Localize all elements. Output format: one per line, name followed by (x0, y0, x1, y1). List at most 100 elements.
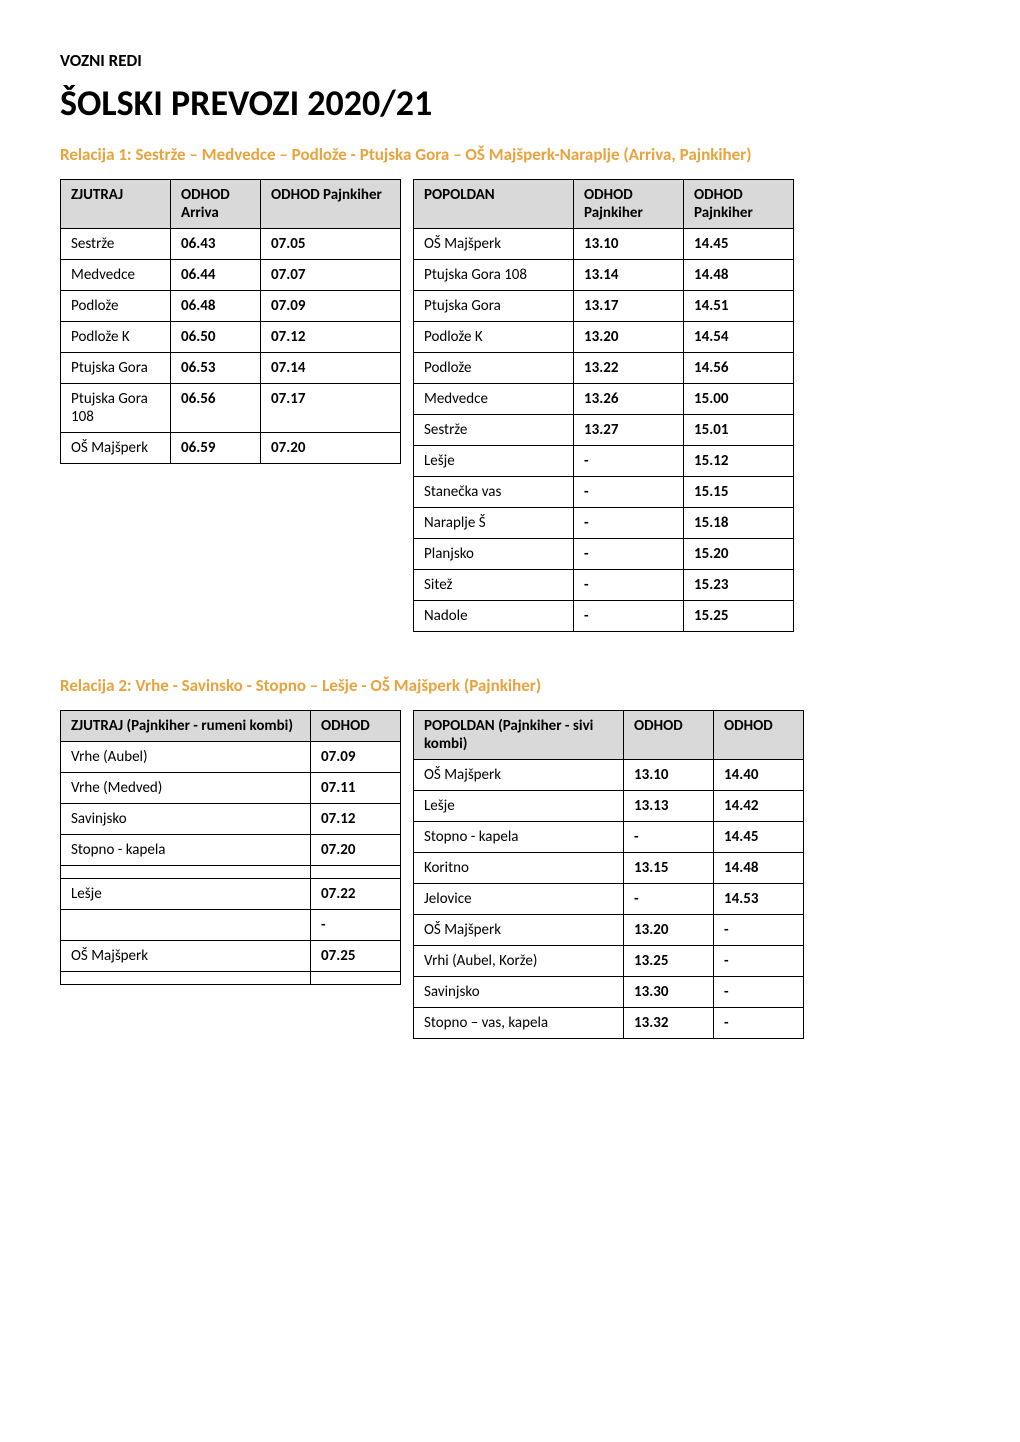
table-row: Ptujska Gora06.5307.14 (61, 352, 401, 383)
table-cell (61, 865, 311, 878)
table-cell: 06.53 (171, 352, 261, 383)
table-cell: 13.17 (574, 290, 684, 321)
relacija-1-left-table: ZJUTRAJODHOD ArrivaODHOD PajnkiherSestrž… (60, 179, 401, 464)
table-cell: 07.20 (261, 432, 401, 463)
table-cell: 13.20 (624, 914, 714, 945)
table-row: Stanečka vas-15.15 (414, 476, 794, 507)
table-row: Stopno – vas, kapela13.32- (414, 1007, 804, 1038)
table-cell: Vrhe (Medved) (61, 772, 311, 803)
table-cell: OŠ Majšperk (414, 759, 624, 790)
table-cell: 07.09 (311, 741, 401, 772)
table-cell: 15.25 (684, 600, 794, 631)
table-cell: Sestrže (61, 228, 171, 259)
table-cell: OŠ Majšperk (414, 914, 624, 945)
table-cell: 06.48 (171, 290, 261, 321)
table-cell: 13.20 (574, 321, 684, 352)
table-cell: 15.23 (684, 569, 794, 600)
table-row: Naraplje Š-15.18 (414, 507, 794, 538)
table-cell: 15.20 (684, 538, 794, 569)
table-row: OŠ Majšperk06.5907.20 (61, 432, 401, 463)
relacija-2-heading: Relacija 2: Vrhe - Savinsko - Stopno – L… (60, 674, 960, 698)
table-cell: 13.25 (624, 945, 714, 976)
table-row: Podlože K06.5007.12 (61, 321, 401, 352)
table-cell: 07.09 (261, 290, 401, 321)
table-cell: 15.12 (684, 445, 794, 476)
table-cell: 07.25 (311, 940, 401, 971)
table-cell: Podlože K (414, 321, 574, 352)
table-cell (311, 971, 401, 984)
table-cell: Sitež (414, 569, 574, 600)
relacija-1-right-table: POPOLDANODHOD PajnkiherODHOD PajnkiherOŠ… (413, 179, 794, 632)
table-row: Podlože13.2214.56 (414, 352, 794, 383)
table-cell: OŠ Majšperk (61, 432, 171, 463)
table-cell: Naraplje Š (414, 507, 574, 538)
table-cell: 06.56 (171, 383, 261, 432)
table-cell: Lešje (414, 445, 574, 476)
table-row: Lešje07.22 (61, 878, 401, 909)
table-cell: - (574, 600, 684, 631)
table-cell: 07.22 (311, 878, 401, 909)
table-cell: Planjsko (414, 538, 574, 569)
table-cell: 15.18 (684, 507, 794, 538)
table-cell: 07.11 (311, 772, 401, 803)
table-cell: 07.12 (311, 803, 401, 834)
table-cell: - (574, 538, 684, 569)
table-cell: 07.12 (261, 321, 401, 352)
table-cell: 14.48 (714, 852, 804, 883)
table-cell: 06.59 (171, 432, 261, 463)
table-cell: 14.45 (714, 821, 804, 852)
table-cell: Ptujska Gora (61, 352, 171, 383)
table-cell: Vrhe (Aubel) (61, 741, 311, 772)
table-row: Medvedce06.4407.07 (61, 259, 401, 290)
table-cell: 14.53 (714, 883, 804, 914)
table-row: Vrhe (Medved)07.11 (61, 772, 401, 803)
relacija-2-tables: ZJUTRAJ (Pajnkiher - rumeni kombi)ODHODV… (60, 710, 960, 1039)
table-cell: 07.17 (261, 383, 401, 432)
table-cell (61, 909, 311, 940)
table-row: Lešje-15.12 (414, 445, 794, 476)
table-cell: 07.14 (261, 352, 401, 383)
table-row: OŠ Majšperk13.1014.45 (414, 228, 794, 259)
table-row: Jelovice-14.53 (414, 883, 804, 914)
table-cell: - (311, 909, 401, 940)
table-header-cell: ODHOD Pajnkiher (261, 179, 401, 228)
table-cell: 14.51 (684, 290, 794, 321)
table-cell: - (714, 976, 804, 1007)
table-cell: Ptujska Gora 108 (61, 383, 171, 432)
table-cell: 07.05 (261, 228, 401, 259)
table-row: Sestrže06.4307.05 (61, 228, 401, 259)
table-row: Ptujska Gora 10813.1414.48 (414, 259, 794, 290)
table-header-cell: POPOLDAN (Pajnkiher - sivi kombi) (414, 710, 624, 759)
table-cell: 14.48 (684, 259, 794, 290)
table-cell: - (624, 883, 714, 914)
table-cell: Stanečka vas (414, 476, 574, 507)
page-title: ŠOLSKI PREVOZI 2020/21 (60, 81, 960, 125)
table-cell: 06.44 (171, 259, 261, 290)
table-header-cell: ZJUTRAJ (Pajnkiher - rumeni kombi) (61, 710, 311, 741)
table-row: Stopno - kapela-14.45 (414, 821, 804, 852)
table-cell: 14.45 (684, 228, 794, 259)
table-row: Podlože06.4807.09 (61, 290, 401, 321)
table-cell: 06.43 (171, 228, 261, 259)
table-row: Sestrže13.2715.01 (414, 414, 794, 445)
table-row: OŠ Majšperk13.20- (414, 914, 804, 945)
table-cell: Stopno - kapela (61, 834, 311, 865)
table-cell: Savinjsko (414, 976, 624, 1007)
table-cell: 13.14 (574, 259, 684, 290)
table-row: Medvedce13.2615.00 (414, 383, 794, 414)
table-row: Ptujska Gora13.1714.51 (414, 290, 794, 321)
table-cell: Lešje (414, 790, 624, 821)
table-cell: 15.01 (684, 414, 794, 445)
table-row: Vrhe (Aubel)07.09 (61, 741, 401, 772)
section-label: VOZNI REDI (60, 50, 960, 71)
table-cell: OŠ Majšperk (414, 228, 574, 259)
table-row: Savinjsko13.30- (414, 976, 804, 1007)
table-cell: Lešje (61, 878, 311, 909)
table-row: Koritno13.1514.48 (414, 852, 804, 883)
table-row: Lešje13.1314.42 (414, 790, 804, 821)
table-cell: Vrhi (Aubel, Korže) (414, 945, 624, 976)
table-cell: - (714, 1007, 804, 1038)
table-cell: 13.26 (574, 383, 684, 414)
table-cell: - (574, 445, 684, 476)
table-row: Planjsko-15.20 (414, 538, 794, 569)
